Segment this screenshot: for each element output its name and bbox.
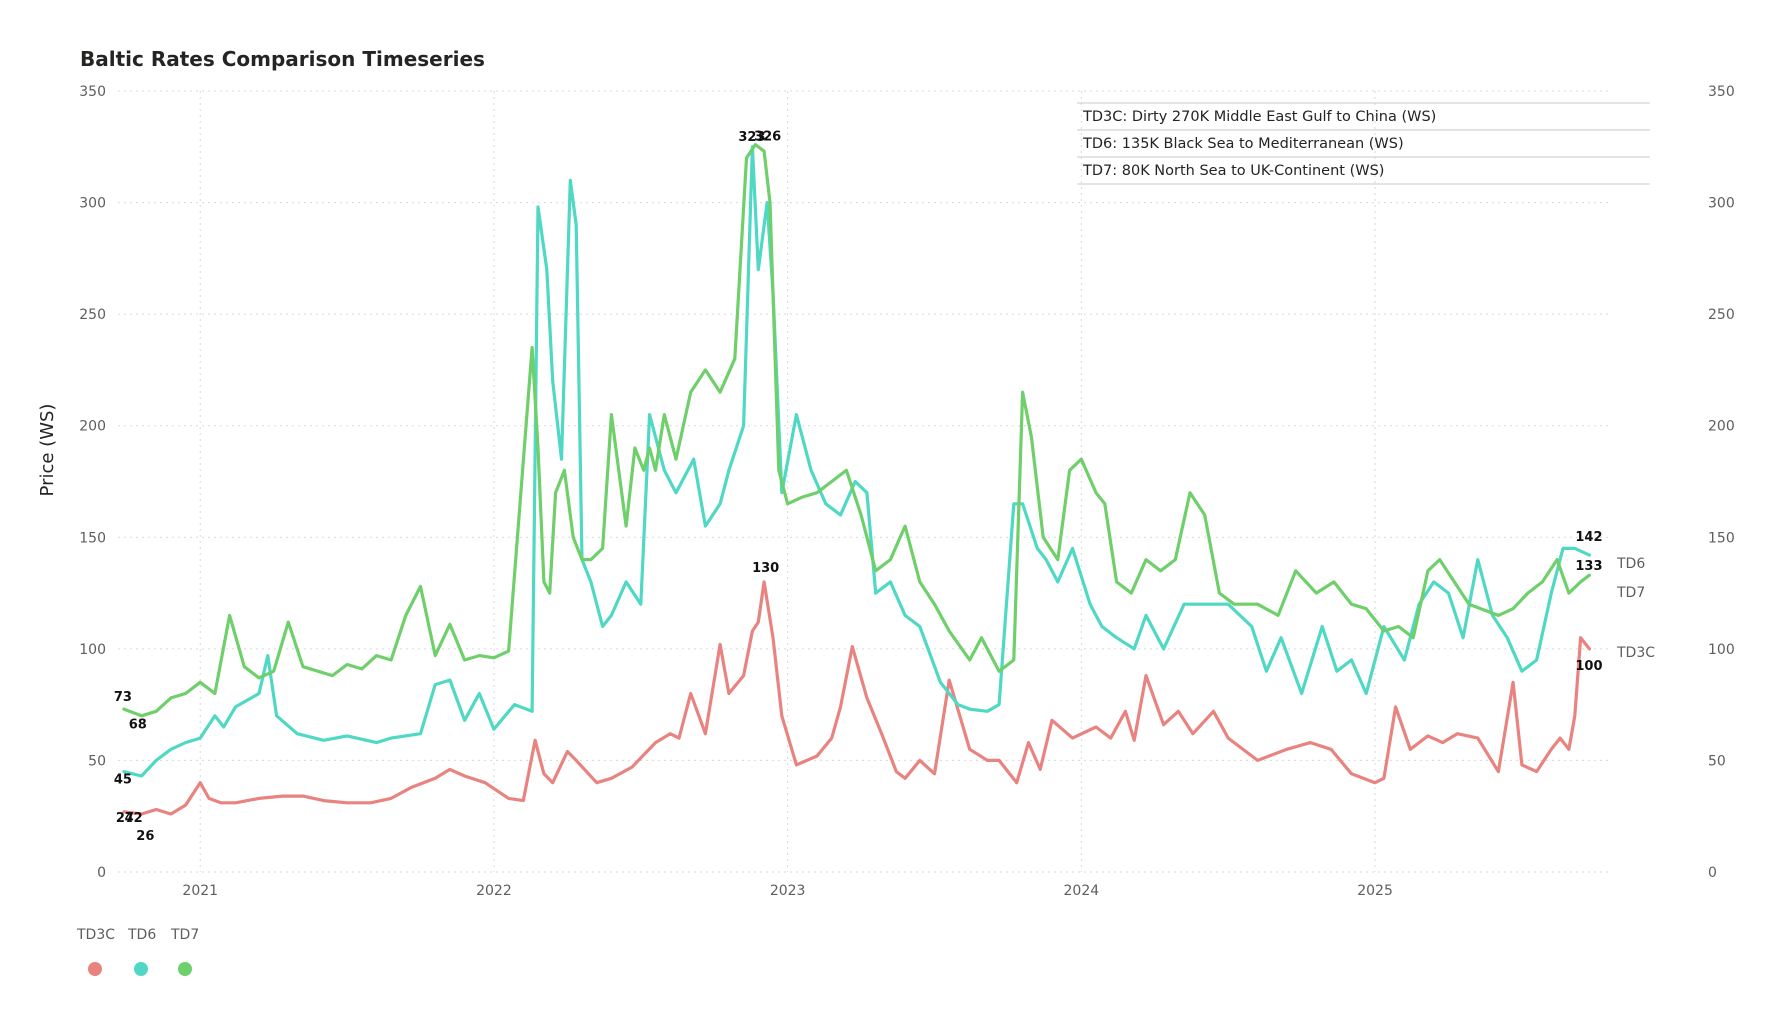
description-td7: TD7: 80K North Sea to UK-Continent (WS) — [1082, 163, 1384, 179]
y-axis-title: Price (WS) — [37, 404, 58, 497]
y-tick-label-left: 0 — [97, 865, 106, 881]
y-axis-left: 0 50 100 150 200 250 300 350 — [79, 84, 106, 881]
y-tick-label-right: 50 — [1708, 753, 1726, 769]
legend-marker-td6[interactable] — [134, 962, 148, 976]
x-tick-label: 2023 — [770, 883, 806, 899]
y-tick-label-left: 300 — [79, 196, 106, 212]
y-tick-label-right: 100 — [1708, 642, 1735, 658]
y-tick-label-right: 200 — [1708, 419, 1735, 435]
data-label-td6: 68 — [129, 717, 147, 732]
x-tick-label: 2022 — [476, 883, 512, 899]
legend-label-td6[interactable]: TD6 — [127, 927, 156, 943]
description-td3c: TD3C: Dirty 270K Middle East Gulf to Chi… — [1082, 109, 1436, 125]
data-label-td3c: 27 — [116, 811, 134, 826]
y-tick-label-right: 0 — [1708, 865, 1717, 881]
legend: TD3C TD6 TD7 — [76, 927, 199, 976]
x-tick-label: 2024 — [1064, 883, 1100, 899]
y-tick-label-left: 50 — [88, 753, 106, 769]
end-label-td7: TD7 — [1616, 585, 1645, 601]
y-tick-label-right: 150 — [1708, 530, 1735, 546]
series-lines — [122, 143, 1592, 816]
data-label-td7: 323 — [738, 130, 765, 145]
data-label-td3c: 130 — [752, 561, 779, 576]
end-label-td3c: TD3C — [1616, 645, 1655, 661]
legend-marker-td7[interactable] — [178, 962, 192, 976]
series-line-td7[interactable] — [122, 143, 1592, 718]
series-line-td6[interactable] — [122, 145, 1592, 778]
legend-label-td7[interactable]: TD7 — [170, 927, 199, 943]
data-label-td6: 45 — [114, 773, 132, 788]
y-tick-label-right: 350 — [1708, 84, 1735, 100]
description-td6: TD6: 135K Black Sea to Mediterranean (WS… — [1082, 136, 1404, 152]
data-label-td7: 73 — [114, 690, 132, 705]
y-axis-right: 0 50 100 150 200 250 300 350 — [1708, 84, 1735, 881]
x-axis: 2021 2022 2023 2024 2025 — [182, 883, 1392, 899]
data-label-td6: 142 — [1575, 530, 1602, 545]
data-label-td3c: 100 — [1575, 659, 1602, 674]
y-tick-label-left: 100 — [79, 642, 106, 658]
end-label-td6: TD6 — [1616, 556, 1645, 572]
series-description-list: TD3C: Dirty 270K Middle East Gulf to Chi… — [1077, 102, 1650, 185]
data-label-td7: 133 — [1575, 559, 1602, 574]
data-label-td7: 326 — [754, 130, 781, 145]
y-tick-label-left: 150 — [79, 530, 106, 546]
gridlines — [118, 90, 1610, 873]
legend-label-td3c[interactable]: TD3C — [76, 927, 115, 943]
legend-marker-td3c[interactable] — [88, 962, 102, 976]
x-tick-label: 2021 — [182, 883, 218, 899]
y-tick-label-left: 350 — [79, 84, 106, 100]
y-tick-label-left: 200 — [79, 419, 106, 435]
chart-title: Baltic Rates Comparison Timeseries — [80, 47, 485, 71]
series-line-td3c[interactable] — [122, 580, 1592, 816]
data-label-td3c: 26 — [136, 829, 154, 844]
data-label-td3c: 42 — [125, 811, 143, 826]
y-tick-label-left: 250 — [79, 307, 106, 323]
y-tick-label-right: 300 — [1708, 196, 1735, 212]
y-tick-label-right: 250 — [1708, 307, 1735, 323]
x-tick-label: 2025 — [1357, 883, 1393, 899]
series-end-labels: TD6 TD7 TD3C — [1616, 556, 1655, 661]
